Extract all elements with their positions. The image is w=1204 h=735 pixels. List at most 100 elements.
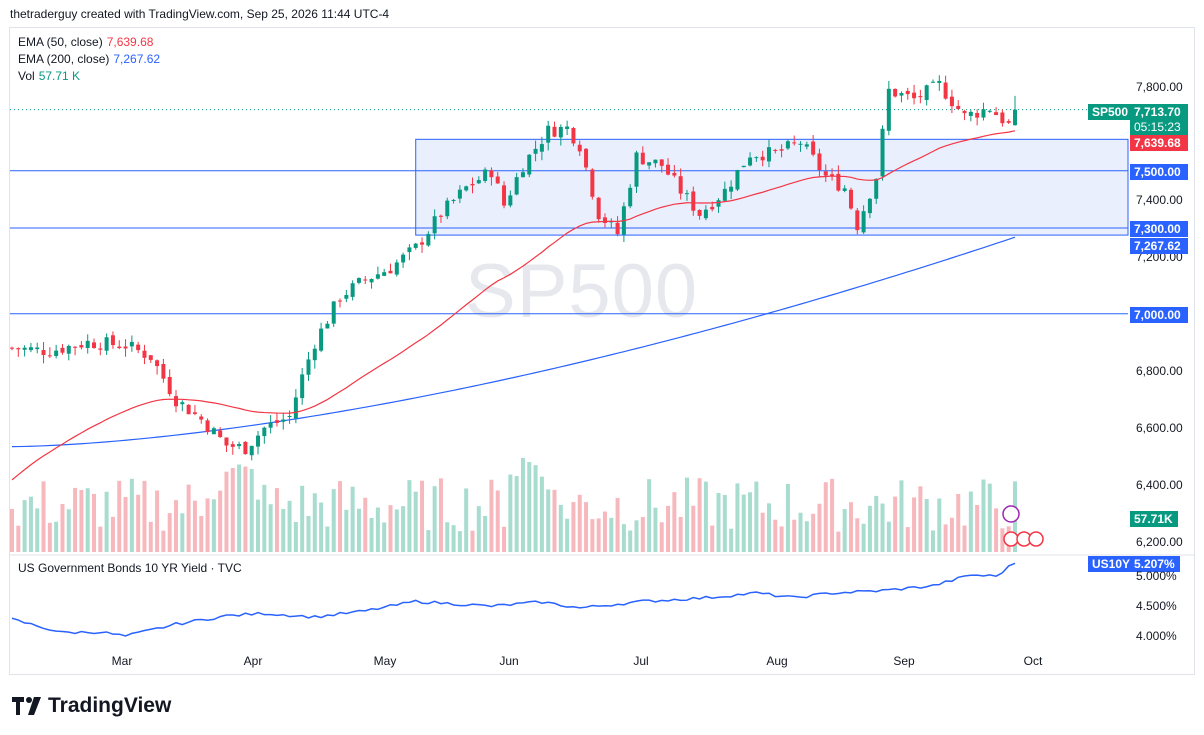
- candle-body: [930, 81, 935, 83]
- volume-bar: [943, 524, 948, 552]
- volume-bar: [142, 480, 147, 552]
- volume-bar: [792, 519, 797, 552]
- volume-bar: [287, 500, 292, 552]
- volume-bar: [546, 489, 551, 552]
- us10y-last-tag: 5.207%: [1130, 556, 1180, 572]
- volume-bar: [123, 496, 128, 552]
- volume-bar: [716, 492, 721, 552]
- candle-body: [426, 234, 431, 246]
- volume-bar: [117, 480, 122, 552]
- price-tick: 6,400.00: [1136, 478, 1183, 492]
- volume-bar: [571, 502, 576, 552]
- price-tick: 6,200.00: [1136, 535, 1183, 549]
- volume-bar: [73, 487, 78, 552]
- volume-bar: [192, 500, 197, 552]
- time-tick: Oct: [1023, 654, 1043, 668]
- yield-tick: 5.000%: [1136, 569, 1177, 583]
- candle-body: [640, 152, 645, 165]
- volume-bar: [325, 526, 330, 552]
- ema50-tag: 7,639.68: [1130, 135, 1188, 151]
- event-icon: [1002, 505, 1020, 523]
- candle-body: [92, 342, 97, 348]
- us10y-symbol-tag[interactable]: US10Y: [1088, 556, 1135, 572]
- legend-volume-value: 57.71 K: [38, 69, 81, 83]
- volume-bar: [66, 509, 71, 552]
- volume-bar: [691, 505, 696, 552]
- candle-body: [937, 80, 942, 84]
- volume-bar: [85, 488, 90, 552]
- candle-body: [224, 437, 229, 446]
- volume-bar: [401, 506, 406, 552]
- volume-bar: [79, 490, 84, 552]
- candle-body: [79, 345, 84, 348]
- candle-body: [47, 355, 52, 357]
- candle-body: [211, 428, 216, 435]
- volume-bar: [539, 476, 544, 552]
- candle-body: [136, 344, 141, 351]
- candle-body: [823, 171, 828, 176]
- candle-body: [716, 200, 721, 207]
- ema200-tag: 7,267.62: [1130, 238, 1188, 254]
- candle-body: [981, 109, 986, 118]
- volume-bar: [552, 489, 557, 552]
- symbol-tag[interactable]: SP500: [1088, 104, 1133, 120]
- candle-body: [413, 243, 418, 248]
- candle-body: [546, 125, 551, 143]
- volume-bar: [319, 502, 324, 552]
- candle-body: [401, 254, 406, 263]
- volume-bar: [830, 478, 835, 552]
- volume-bar: [338, 481, 343, 552]
- candle-body: [527, 154, 532, 175]
- candle-body: [804, 144, 809, 147]
- legend-volume-label: Vol: [18, 69, 35, 83]
- price-tick: 7,800.00: [1136, 80, 1183, 94]
- legend-ema200-label: EMA (200, close): [18, 52, 110, 66]
- candle-body: [697, 209, 702, 216]
- ema50-line: [11, 130, 1016, 481]
- volume-bar: [300, 485, 305, 552]
- tradingview-logo[interactable]: TradingView: [12, 694, 171, 718]
- candle-body: [987, 110, 992, 112]
- volume-bar: [281, 508, 286, 552]
- candle-body: [703, 209, 708, 219]
- volume-bar: [653, 507, 658, 552]
- candle-body: [994, 112, 999, 116]
- volume-bar: [596, 518, 601, 552]
- candle-body: [319, 328, 324, 351]
- candle-body: [924, 85, 929, 101]
- chart-attribution: thetraderguy created with TradingView.co…: [10, 7, 390, 21]
- candle-body: [893, 88, 898, 97]
- legend-volume[interactable]: Vol 57.71 K: [18, 69, 80, 83]
- candle-body: [249, 445, 254, 456]
- time-tick: May: [373, 654, 397, 668]
- volume-bar: [748, 492, 753, 552]
- volume-bar: [880, 503, 885, 552]
- volume-bar: [760, 512, 765, 552]
- candle-body: [886, 88, 891, 131]
- volume-bar: [161, 530, 166, 552]
- volume-bar: [230, 468, 235, 552]
- volume-bar: [464, 488, 469, 552]
- legend-ema200[interactable]: EMA (200, close) 7,267.62: [18, 52, 160, 66]
- candle-body: [356, 278, 361, 283]
- time-tick: Apr: [243, 654, 263, 668]
- volume-bar: [476, 506, 481, 552]
- volume-bar: [438, 478, 443, 552]
- candle-body: [691, 191, 696, 211]
- candle-body: [363, 279, 368, 281]
- level-7300-tag: 7,300.00: [1130, 221, 1188, 237]
- legend-ema50[interactable]: EMA (50, close) 7,639.68: [18, 35, 153, 49]
- candle-body: [41, 350, 46, 356]
- volume-bar: [836, 531, 841, 552]
- time-tick: Mar: [111, 654, 133, 668]
- candle-body: [489, 170, 494, 178]
- volume-bar: [445, 522, 450, 552]
- candle-body: [1000, 112, 1005, 124]
- candle-body: [741, 165, 746, 168]
- candle-body: [577, 144, 582, 152]
- candle-body: [905, 90, 910, 95]
- candle-body: [382, 272, 387, 276]
- volume-bar: [92, 493, 97, 552]
- candle-body: [174, 396, 179, 407]
